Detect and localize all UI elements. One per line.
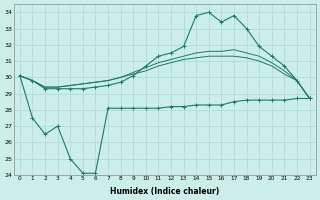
- X-axis label: Humidex (Indice chaleur): Humidex (Indice chaleur): [110, 187, 219, 196]
